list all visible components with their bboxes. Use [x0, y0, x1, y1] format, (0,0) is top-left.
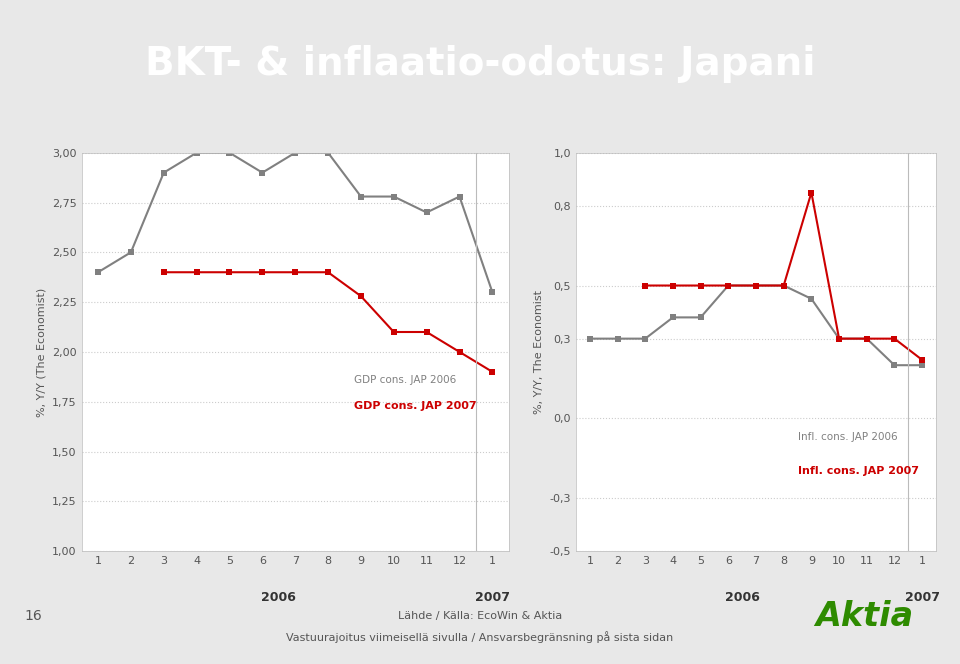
- Y-axis label: %, Y/Y, The Economist: %, Y/Y, The Economist: [534, 290, 544, 414]
- Text: 2006: 2006: [725, 591, 759, 604]
- Text: GDP cons. JAP 2006: GDP cons. JAP 2006: [354, 374, 457, 385]
- Text: 2006: 2006: [261, 591, 297, 604]
- Text: Infl. cons. JAP 2006: Infl. cons. JAP 2006: [798, 432, 898, 442]
- Text: Infl. cons. JAP 2007: Infl. cons. JAP 2007: [798, 466, 919, 477]
- Text: 2007: 2007: [904, 591, 940, 604]
- Text: Lähde / Källa: EcoWin & Aktia: Lähde / Källa: EcoWin & Aktia: [397, 611, 563, 622]
- Text: Aktia: Aktia: [815, 600, 913, 633]
- Text: 2007: 2007: [475, 591, 510, 604]
- Text: Vastuurajoitus viimeisellä sivulla / Ansvarsbegränsning på sista sidan: Vastuurajoitus viimeisellä sivulla / Ans…: [286, 631, 674, 643]
- Text: 16: 16: [24, 609, 41, 623]
- Y-axis label: %, Y/Y (The Economist): %, Y/Y (The Economist): [36, 288, 46, 416]
- Text: BKT- & inflaatio-odotus: Japani: BKT- & inflaatio-odotus: Japani: [145, 45, 815, 83]
- Text: GDP cons. JAP 2007: GDP cons. JAP 2007: [354, 400, 477, 411]
